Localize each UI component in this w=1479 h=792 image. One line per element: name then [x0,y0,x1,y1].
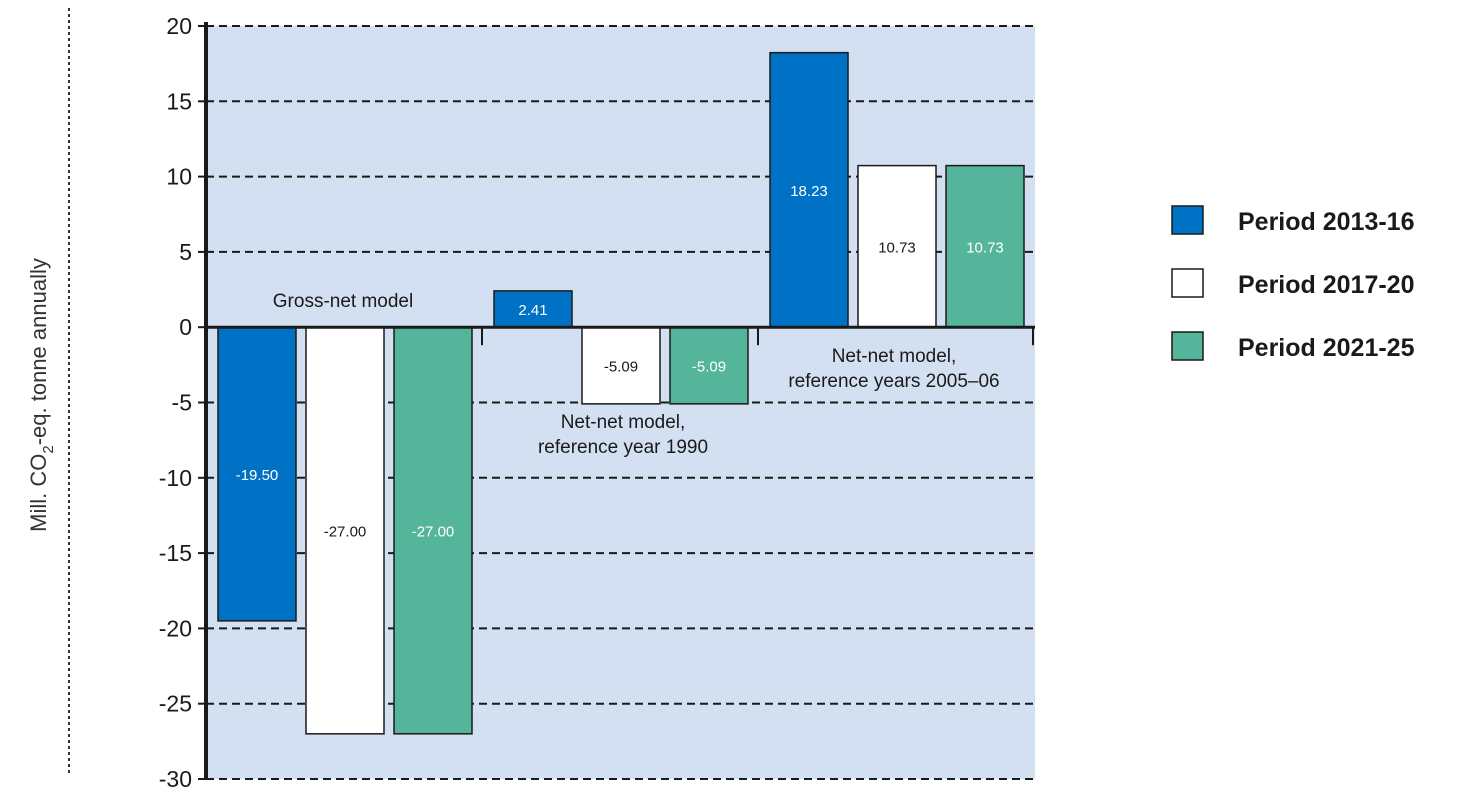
y-tick-label: -15 [159,540,192,566]
bar-value-label: 10.73 [966,239,1004,256]
bar [393,326,473,735]
legend-label: Period 2021-25 [1238,334,1415,362]
group-label: reference year 1990 [538,437,708,458]
bar [669,326,749,405]
legend-swatch [1171,205,1204,235]
bar-value-label: -5.09 [692,359,726,376]
group-label: Net-net model, [832,346,957,367]
bar [305,326,385,735]
y-tick-label: -10 [159,465,192,491]
y-tick-label: 10 [166,164,192,190]
y-axis-label: Mill. CO2-eq. tonne annually [26,258,57,532]
axes: -30 -25 -20 -15 -10 -5 0 5 10 15 20 [159,13,1035,792]
bar-value-label: -19.50 [236,467,279,484]
bar-value-label: 18.23 [790,183,828,200]
bar-value-label: -27.00 [412,524,455,541]
legend-label: Period 2013-16 [1238,208,1415,236]
bar-value-label: 10.73 [878,239,916,256]
y-tick-label: 5 [179,239,192,265]
y-tick-label: -20 [159,615,192,641]
y-tick-label: 0 [179,314,192,340]
y-axis-label-main: Mill. CO [26,454,51,532]
bar [581,326,661,405]
y-tick-label: 20 [166,13,192,39]
bar-value-label: -5.09 [604,359,638,376]
group-label: Gross-net model [273,291,413,312]
y-tick-label: 15 [166,88,192,114]
y-tick-label: -5 [172,390,192,416]
group-label: reference years 2005–06 [788,371,999,392]
legend: Period 2013-16 Period 2017-20 Period 2021-… [1171,205,1415,362]
labels: -19.50 -27.00 -27.00 2.41 -5.09 -5.09 18.23 10.… [236,183,1004,541]
y-tick-label: -30 [159,766,192,792]
group-label: Net-net model, [561,412,686,433]
legend-label: Period 2017-20 [1238,271,1415,299]
bar [493,290,573,328]
bar [945,164,1025,328]
bar-value-label: -27.00 [324,524,367,541]
bar-value-label: 2.41 [518,302,547,319]
legend-swatch [1171,331,1204,361]
legend-swatch [1171,268,1204,298]
y-axis-label-rest: -eq. tonne annually [26,258,51,445]
y-axis-label-subscript: 2 [40,445,57,453]
y-tick-label: -25 [159,691,192,717]
bars [217,51,1025,735]
